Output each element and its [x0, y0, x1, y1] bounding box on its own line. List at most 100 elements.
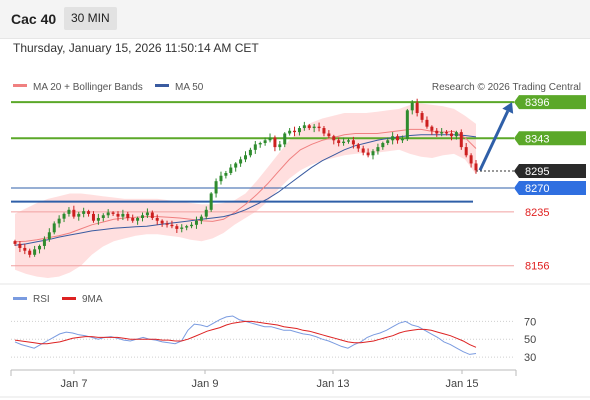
- level-lines-layer: [11, 101, 514, 267]
- candle-body: [190, 224, 194, 227]
- candle: [381, 141, 385, 150]
- candle: [317, 122, 321, 132]
- x-axis: Jan 7 Jan 9 Jan 13 Jan 15: [61, 370, 479, 390]
- resistance-2-badge: [514, 95, 586, 110]
- candle-body: [346, 140, 350, 142]
- candle-body: [263, 140, 267, 144]
- candle: [160, 219, 164, 227]
- candle: [96, 213, 100, 225]
- candle-body: [57, 218, 61, 224]
- candle: [297, 125, 301, 136]
- candle-body: [18, 243, 22, 248]
- candle-body: [288, 130, 292, 134]
- ma50-line: [14, 134, 477, 246]
- candle-body: [430, 126, 434, 131]
- candle-body: [415, 102, 419, 114]
- candle-body: [322, 128, 326, 134]
- candle-body: [52, 223, 56, 233]
- x-tick-label: Jan 9: [192, 378, 219, 390]
- candle-body: [180, 227, 184, 229]
- candle-body: [386, 140, 390, 144]
- candle-body: [175, 226, 179, 229]
- forecast-arrow-head: [502, 102, 514, 114]
- candle: [371, 149, 375, 160]
- candle: [175, 224, 179, 233]
- candle-body: [396, 136, 400, 141]
- candle: [47, 228, 51, 242]
- ma20-line: [14, 128, 477, 243]
- candle: [67, 207, 71, 217]
- candle: [126, 211, 130, 221]
- candle: [42, 236, 46, 250]
- rsi-ma-legend-label: 9MA: [82, 294, 103, 305]
- candle: [410, 100, 414, 115]
- candle: [194, 216, 198, 229]
- candle-body: [474, 163, 478, 171]
- candle: [214, 178, 218, 198]
- timeframe-button[interactable]: 30 MIN: [64, 7, 117, 30]
- candle-body: [366, 152, 370, 156]
- candle-body: [116, 213, 120, 217]
- candle: [185, 224, 189, 231]
- candle: [253, 140, 257, 154]
- pivot-badge: [514, 181, 586, 195]
- candle-body: [273, 137, 277, 148]
- candle-body: [464, 147, 468, 156]
- candle-body: [204, 209, 208, 217]
- candle: [101, 213, 105, 222]
- rsi-ma-line: [14, 320, 477, 348]
- candle: [13, 239, 17, 246]
- candle-body: [440, 132, 444, 134]
- candle: [23, 243, 27, 255]
- candle-body: [106, 212, 110, 216]
- candle-body: [293, 130, 297, 133]
- candle-body: [361, 148, 365, 153]
- candle: [337, 137, 341, 147]
- candle-body: [297, 128, 301, 133]
- candle: [244, 151, 247, 163]
- candle-body: [312, 126, 316, 129]
- candle: [145, 208, 149, 218]
- candle: [327, 130, 331, 139]
- candle: [469, 153, 473, 168]
- candle-body: [356, 144, 360, 149]
- candle-body: [33, 249, 37, 255]
- candle-body: [234, 163, 238, 168]
- candle: [248, 147, 252, 158]
- candle: [165, 220, 169, 228]
- candle-body: [38, 245, 42, 250]
- candle: [121, 209, 125, 221]
- bollinger-band: [15, 103, 476, 278]
- credit-text: Research © 2026 Trading Central: [432, 82, 581, 93]
- candle-body: [13, 241, 17, 244]
- candle: [430, 125, 434, 135]
- candle: [77, 211, 81, 221]
- candle: [136, 216, 140, 225]
- candle-body: [371, 151, 375, 156]
- candle: [87, 209, 91, 217]
- candle: [155, 214, 159, 225]
- candle: [62, 212, 66, 223]
- candle: [386, 137, 390, 146]
- candle: [474, 160, 478, 174]
- candle-body: [160, 220, 164, 224]
- candle: [351, 136, 355, 149]
- candle-body: [253, 144, 257, 150]
- candle: [234, 162, 238, 172]
- candle: [57, 215, 61, 228]
- moving-average-layer: [14, 128, 477, 246]
- candle: [91, 211, 95, 223]
- candle-body: [101, 215, 105, 218]
- candle-body: [136, 217, 140, 221]
- candle-body: [283, 133, 287, 145]
- candle: [312, 123, 316, 133]
- candle-body: [185, 226, 189, 228]
- candle: [33, 245, 37, 257]
- candle-body: [302, 125, 306, 129]
- candle-body: [449, 133, 453, 137]
- candle: [224, 170, 228, 179]
- candle: [263, 137, 267, 146]
- candle-body: [268, 137, 272, 141]
- candle-body: [42, 239, 46, 246]
- candle-body: [391, 136, 395, 141]
